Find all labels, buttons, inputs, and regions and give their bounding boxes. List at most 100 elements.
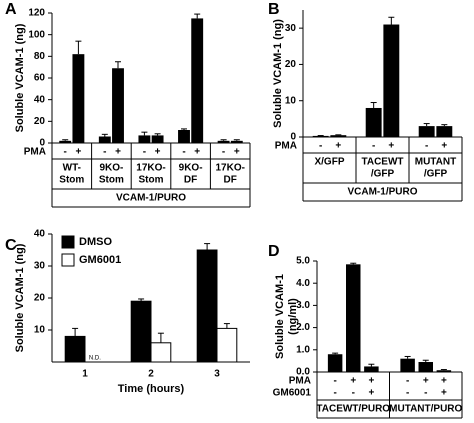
bar [418, 126, 435, 137]
bar [365, 107, 382, 137]
row-label: GM6001 [273, 388, 312, 399]
x-tick-label: 2 [148, 369, 154, 380]
y-tick-label: 10 [285, 95, 297, 106]
sign: - [103, 147, 106, 158]
sign: + [388, 141, 394, 152]
group-label: DF [184, 175, 197, 186]
sign: + [350, 376, 356, 387]
group-label: TACEWT [361, 157, 403, 168]
bar [59, 140, 72, 143]
y-axis-label: Soluble VCAM-1 (ng) [14, 243, 26, 352]
sign: + [368, 388, 374, 399]
bar [178, 130, 190, 143]
row-label: PMA [24, 147, 46, 158]
sign: - [425, 141, 428, 152]
group-label: MUTANT/PURO [389, 404, 462, 415]
y-tick-label: 1.0 [296, 344, 310, 355]
sign: - [182, 147, 185, 158]
bar [130, 300, 152, 363]
panel-label: D [268, 243, 280, 260]
group-label: DF [224, 175, 237, 186]
bar [436, 126, 453, 137]
y-tick-label: 40 [34, 94, 46, 105]
group-label: 9KO- [99, 163, 123, 174]
row-label: PMA [289, 376, 311, 387]
bar [64, 335, 86, 363]
x-tick-label: 3 [214, 369, 220, 380]
y-axis-label: Soluble VCAM-1 (ng) [14, 23, 26, 132]
sign: - [406, 376, 409, 387]
bar [112, 68, 124, 143]
sign: + [441, 141, 447, 152]
group-label: /GFP [424, 169, 448, 180]
bar [72, 54, 85, 143]
sign: + [335, 141, 341, 152]
x-axis-label: Time (hours) [118, 383, 185, 395]
bar [191, 18, 204, 144]
y-tick-label: 4.0 [296, 278, 310, 289]
y-tick-label: 2.0 [296, 322, 310, 333]
bar [383, 24, 400, 138]
y-tick-label: 5.0 [296, 256, 310, 267]
sign: - [333, 376, 336, 387]
y-tick-label: 20 [285, 59, 297, 70]
sign: + [75, 147, 81, 158]
group-label: Stom [59, 175, 84, 186]
legend-swatch [61, 235, 75, 249]
bar [418, 362, 433, 372]
y-tick-label: 20 [34, 293, 46, 304]
y-tick-label: 0 [39, 138, 45, 149]
bar [150, 342, 172, 363]
sign: + [441, 388, 447, 399]
sign: + [194, 147, 200, 158]
sign: - [372, 141, 375, 152]
bar [346, 264, 361, 372]
sign: - [424, 388, 427, 399]
y-tick-label: 3.0 [296, 300, 310, 311]
y-tick-label: 100 [28, 29, 45, 40]
group-label: X/GFP [314, 157, 344, 168]
footer-label: VCAM-1/PURO [347, 187, 417, 198]
bar [217, 140, 230, 143]
bar [216, 327, 238, 363]
sign: - [222, 147, 225, 158]
y-tick-label: 30 [34, 261, 46, 272]
group-label: Stom [99, 175, 124, 186]
sign: + [423, 376, 429, 387]
bar [230, 140, 243, 143]
legend-swatch [61, 253, 75, 267]
bar [98, 136, 111, 143]
sign: + [115, 147, 121, 158]
legend-label: DMSO [79, 236, 112, 248]
sign: - [333, 388, 336, 399]
group-label: MUTANT [415, 157, 456, 168]
sign: + [441, 376, 447, 387]
panel-label: C [5, 237, 17, 254]
footer-label: VCAM-1/PURO [116, 193, 186, 204]
bar [364, 366, 379, 372]
group-label: TACEWT/PURO [316, 404, 390, 415]
panel-label: B [268, 1, 280, 18]
sign: + [155, 147, 161, 158]
sign: + [368, 376, 374, 387]
bar [330, 135, 347, 137]
panel-label: A [5, 1, 17, 18]
annotation: N.D. [89, 356, 101, 362]
group-label: Stom [139, 175, 164, 186]
y-tick-label: 60 [34, 73, 46, 84]
y-tick-label: 40 [34, 229, 46, 240]
group-label: WT- [63, 163, 81, 174]
group-label: 17KO- [136, 163, 165, 174]
sign: - [143, 147, 146, 158]
row-label: PMA [275, 141, 297, 152]
y-axis-label: Soluble VCAM-1 (ng) [272, 19, 284, 128]
bar [138, 135, 151, 143]
bar [400, 358, 415, 372]
bar [196, 249, 218, 363]
sign: - [406, 388, 409, 399]
group-label: 9KO- [179, 163, 203, 174]
y-axis-label: Soluble VCAM-1 [274, 274, 286, 359]
y-tick-label: 0.0 [296, 367, 310, 378]
sign: - [319, 141, 322, 152]
